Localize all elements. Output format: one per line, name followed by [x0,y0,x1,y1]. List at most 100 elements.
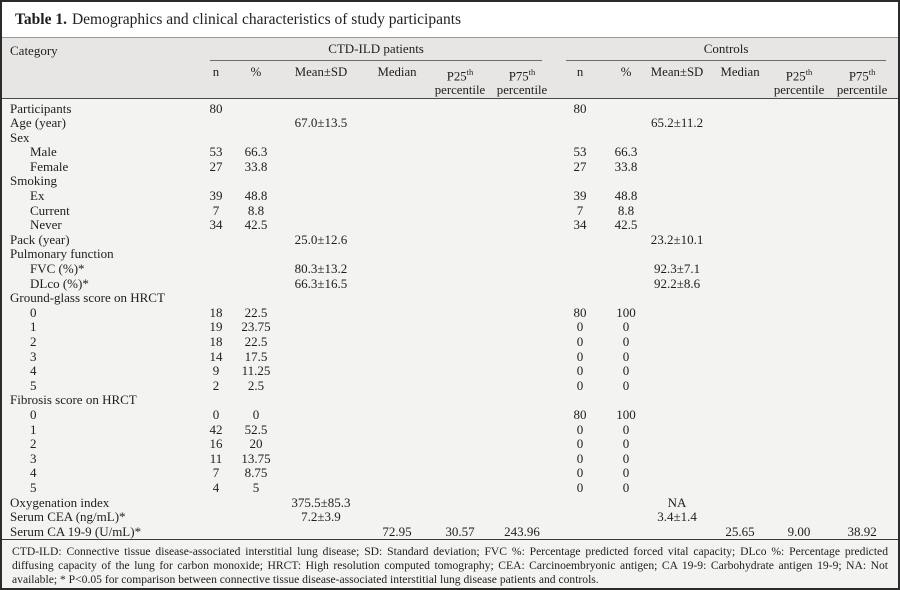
cell-value [278,320,364,335]
table-row: Male 53 66.3 53 66.3 [2,145,898,160]
cell-value [826,277,898,292]
cell-value [430,160,490,175]
cell-value: 2 [212,378,220,393]
cell-value: 0 [576,466,584,481]
cell-value: 23.75 [241,320,271,335]
cell-value [278,466,364,481]
table-row: 3 14 17.5 0 0 [2,350,898,365]
cell-value [364,204,430,219]
cell-value [826,496,898,511]
cell-value [430,350,490,365]
row-label: Participants [10,100,72,116]
cell-value: 11 [209,451,223,466]
cell-value [606,131,646,146]
row-label: 3 [30,349,37,364]
cell-value [646,525,708,540]
table-row: 1 19 23.75 0 0 [2,320,898,335]
table-row: 2 16 20 0 0 [2,437,898,452]
cell-value [772,145,826,160]
cell-value [430,423,490,438]
cell-value: 7.2±3.9 [301,510,341,525]
cell-value [708,233,772,248]
cell-value [826,423,898,438]
cell-value [826,131,898,146]
cell-value [708,277,772,292]
cell-value [234,233,278,248]
row-label: 5 [30,480,37,495]
cell-value: 0 [622,437,630,452]
cell-value: 65.2±11.2 [650,116,704,131]
table-row: Participants 80 80 [2,98,898,116]
cell-value [278,437,364,452]
cell-value [708,379,772,394]
cell-value [708,204,772,219]
table-row: Pack (year) 25.0±12.6 23.2±10.1 [2,233,898,248]
row-label: Ground-glass score on HRCT [10,291,165,306]
cell-value [826,408,898,423]
cell-value [708,131,772,146]
table-title-text: Demographics and clinical characteristic… [71,11,462,28]
cell-value [772,160,826,175]
cell-value [646,408,708,423]
cell-value [708,350,772,365]
cell-value [646,437,708,452]
cell-value [430,116,490,131]
cell-value [198,291,234,306]
cell-value [364,160,430,175]
cell-value: 0 [576,451,584,466]
cell-value: 0 [622,422,630,437]
table-row: Oxygenation index 375.5±85.3 NA [2,496,898,511]
cell-value [430,218,490,233]
table-row: Fibrosis score on HRCT [2,393,898,408]
cell-value [646,335,708,350]
cell-value [198,116,234,131]
cell-value [772,262,826,277]
cell-value [646,364,708,379]
cell-value [826,145,898,160]
cell-value [708,452,772,467]
cell-value [364,218,430,233]
cell-value [278,364,364,379]
cell-value [554,262,606,277]
cell-value: 7 [212,203,220,218]
cell-value [772,98,826,116]
cell-value [826,320,898,335]
cell-value [198,233,234,248]
cell-value: 0 [576,422,584,437]
cell-value [554,116,606,131]
cell-value: 9.00 [787,524,811,539]
cell-value [646,379,708,394]
cell-value: 0 [622,466,630,481]
cell-value [234,98,278,116]
group-header-controls: Controls [554,38,898,61]
cell-value: 13.75 [241,451,271,466]
cell-value [646,247,708,262]
cell-value [772,291,826,306]
column-header-n: n [576,65,584,79]
table-body: Participants 80 80 Age (year) 67.0±13.5 65.2±… [2,98,898,539]
cell-value [490,262,554,277]
cell-value: 66.3 [244,145,268,160]
cell-value [772,218,826,233]
cell-value [364,393,430,408]
cell-value: 7 [576,203,584,218]
cell-value [646,320,708,335]
cell-value: 23.2±10.1 [650,232,704,247]
cell-value [278,98,364,116]
cell-value [234,116,278,131]
cell-value [278,131,364,146]
cell-value: 42 [209,422,223,437]
cell-value [606,174,646,189]
cell-value [606,525,646,540]
cell-value [198,174,234,189]
cell-value: 0 [576,364,584,379]
table-row: 2 18 22.5 0 0 [2,335,898,350]
cell-value [606,262,646,277]
cell-value [364,466,430,481]
cell-value [772,408,826,423]
table-row: Ground-glass score on HRCT [2,291,898,306]
row-label: Current [30,203,70,218]
cell-value [490,306,554,321]
cell-value [278,145,364,160]
cell-value [430,189,490,204]
